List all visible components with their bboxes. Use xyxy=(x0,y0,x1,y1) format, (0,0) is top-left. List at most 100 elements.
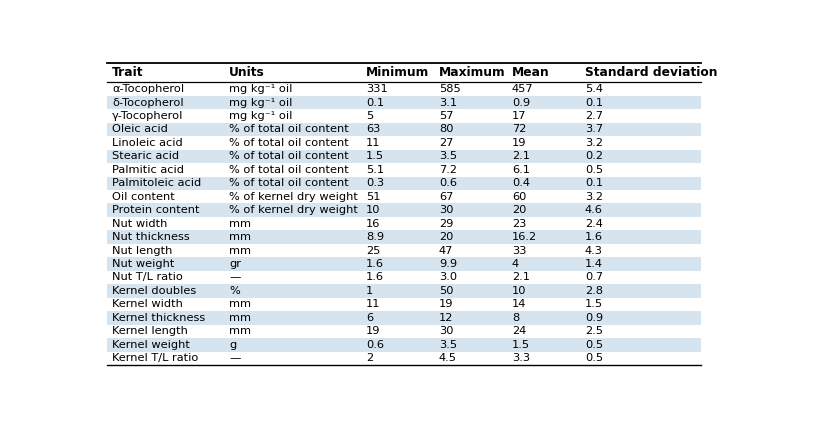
Text: 47: 47 xyxy=(439,245,453,256)
Text: Trait: Trait xyxy=(112,67,143,80)
Text: 14: 14 xyxy=(512,299,526,309)
Text: Minimum: Minimum xyxy=(366,67,429,80)
Text: 50: 50 xyxy=(439,286,453,296)
Text: 8.9: 8.9 xyxy=(366,232,384,242)
Bar xyxy=(107,284,701,298)
Text: 30: 30 xyxy=(439,326,453,336)
Text: 3.5: 3.5 xyxy=(439,152,457,161)
Bar xyxy=(107,203,701,217)
Text: 11: 11 xyxy=(366,299,380,309)
Bar xyxy=(107,271,701,284)
Text: 10: 10 xyxy=(366,205,380,215)
Text: 3.0: 3.0 xyxy=(439,272,457,282)
Bar xyxy=(107,257,701,271)
Bar xyxy=(107,311,701,325)
Bar xyxy=(107,109,701,123)
Text: Protein content: Protein content xyxy=(112,205,199,215)
Text: 27: 27 xyxy=(439,138,453,148)
Text: 1.5: 1.5 xyxy=(512,340,530,350)
Text: —: — xyxy=(229,272,241,282)
Text: 7.2: 7.2 xyxy=(439,165,457,175)
Text: 0.4: 0.4 xyxy=(512,178,530,188)
Text: Nut weight: Nut weight xyxy=(112,259,174,269)
Text: 11: 11 xyxy=(366,138,380,148)
Text: α-Tocopherol: α-Tocopherol xyxy=(112,84,184,94)
Text: 2: 2 xyxy=(366,353,373,363)
Bar xyxy=(107,149,701,163)
Text: % of total oil content: % of total oil content xyxy=(229,152,349,161)
Text: 0.6: 0.6 xyxy=(366,340,384,350)
Text: Nut length: Nut length xyxy=(112,245,172,256)
Text: Units: Units xyxy=(229,67,265,80)
Text: mg kg⁻¹ oil: mg kg⁻¹ oil xyxy=(229,98,292,107)
Bar xyxy=(107,190,701,203)
Text: Kernel width: Kernel width xyxy=(112,299,183,309)
Text: 9.9: 9.9 xyxy=(439,259,457,269)
Text: 0.1: 0.1 xyxy=(366,98,384,107)
Text: 3.2: 3.2 xyxy=(585,138,603,148)
Text: % of kernel dry weight: % of kernel dry weight xyxy=(229,192,358,202)
Text: 1.6: 1.6 xyxy=(585,232,603,242)
Text: 19: 19 xyxy=(512,138,527,148)
Text: 3.3: 3.3 xyxy=(512,353,530,363)
Text: 2.5: 2.5 xyxy=(585,326,603,336)
Text: 585: 585 xyxy=(439,84,460,94)
Text: mm: mm xyxy=(229,313,251,323)
Text: 457: 457 xyxy=(512,84,533,94)
Text: 30: 30 xyxy=(439,205,453,215)
Text: 1.5: 1.5 xyxy=(366,152,384,161)
Text: 1.5: 1.5 xyxy=(585,299,603,309)
Bar xyxy=(107,163,701,176)
Bar xyxy=(107,217,701,230)
Text: 16: 16 xyxy=(366,218,380,229)
Text: 6.1: 6.1 xyxy=(512,165,530,175)
Text: 19: 19 xyxy=(439,299,453,309)
Text: % of total oil content: % of total oil content xyxy=(229,178,349,188)
Text: 1: 1 xyxy=(366,286,373,296)
Text: 5.1: 5.1 xyxy=(366,165,384,175)
Text: 3.5: 3.5 xyxy=(439,340,457,350)
Text: Standard deviation: Standard deviation xyxy=(585,67,717,80)
Text: 67: 67 xyxy=(439,192,453,202)
Text: 0.9: 0.9 xyxy=(512,98,530,107)
Text: 20: 20 xyxy=(512,205,526,215)
Text: 2.4: 2.4 xyxy=(585,218,603,229)
Text: Kernel length: Kernel length xyxy=(112,326,188,336)
Bar xyxy=(107,123,701,136)
Text: 4.5: 4.5 xyxy=(439,353,457,363)
Text: 4.3: 4.3 xyxy=(585,245,603,256)
Text: 0.5: 0.5 xyxy=(585,340,603,350)
Text: 3.7: 3.7 xyxy=(585,125,603,134)
Bar xyxy=(107,338,701,352)
Text: Kernel weight: Kernel weight xyxy=(112,340,190,350)
Text: Nut thickness: Nut thickness xyxy=(112,232,190,242)
Text: Palmitoleic acid: Palmitoleic acid xyxy=(112,178,201,188)
Text: % of total oil content: % of total oil content xyxy=(229,125,349,134)
Text: 0.3: 0.3 xyxy=(366,178,384,188)
Bar xyxy=(107,244,701,257)
Bar xyxy=(107,64,701,83)
Text: 3.1: 3.1 xyxy=(439,98,457,107)
Text: 23: 23 xyxy=(512,218,526,229)
Text: mm: mm xyxy=(229,326,251,336)
Text: 0.2: 0.2 xyxy=(585,152,603,161)
Text: Oil content: Oil content xyxy=(112,192,174,202)
Text: 80: 80 xyxy=(439,125,453,134)
Text: 5: 5 xyxy=(366,111,373,121)
Text: 1.4: 1.4 xyxy=(585,259,603,269)
Text: 4.6: 4.6 xyxy=(585,205,603,215)
Text: 10: 10 xyxy=(512,286,527,296)
Bar xyxy=(107,352,701,365)
Text: 12: 12 xyxy=(439,313,453,323)
Text: %: % xyxy=(229,286,240,296)
Bar xyxy=(107,176,701,190)
Text: Oleic acid: Oleic acid xyxy=(112,125,168,134)
Text: 2.8: 2.8 xyxy=(585,286,603,296)
Text: Kernel doubles: Kernel doubles xyxy=(112,286,196,296)
Text: 1.6: 1.6 xyxy=(366,272,384,282)
Text: Maximum: Maximum xyxy=(439,67,505,80)
Text: 6: 6 xyxy=(366,313,373,323)
Text: 0.5: 0.5 xyxy=(585,353,603,363)
Text: 0.1: 0.1 xyxy=(585,98,603,107)
Text: 0.6: 0.6 xyxy=(439,178,457,188)
